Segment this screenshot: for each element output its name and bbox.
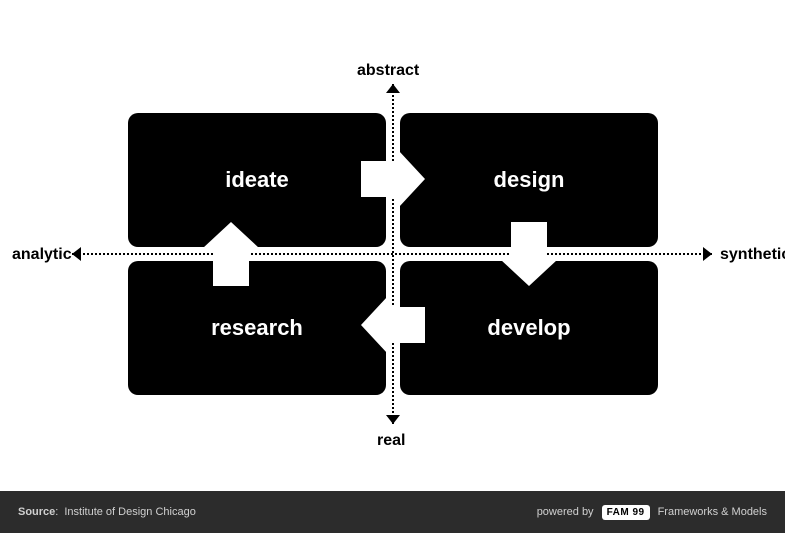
quadrant-label: ideate [225, 167, 289, 193]
axis-label-left: analytic [12, 246, 72, 264]
axis-label-bottom: real [377, 432, 405, 450]
source-value: Institute of Design Chicago [64, 506, 195, 518]
quadrant-label: design [494, 167, 565, 193]
axis-label-right: synthetic [720, 246, 785, 264]
flow-arrow-up-icon [189, 212, 273, 296]
flow-arrow-right-icon [351, 137, 435, 221]
quadrant-label: develop [487, 315, 570, 341]
powered-by: powered by FAM 99 Frameworks & Models [537, 505, 767, 520]
powered-by-label: powered by [537, 506, 594, 518]
quadrant-label: research [211, 315, 303, 341]
axis-arrowhead-icon [386, 415, 400, 424]
diagram-canvas: abstract real analytic synthetic ideate desig… [0, 0, 785, 491]
axis-arrowhead-icon [703, 247, 712, 261]
axis-line [392, 84, 394, 424]
flow-arrow-left-icon [351, 283, 435, 367]
brand-badge: FAM 99 [602, 505, 650, 520]
axis-label-top: abstract [357, 62, 419, 80]
axis-arrowhead-icon [386, 84, 400, 93]
source-attribution: Source: Institute of Design Chicago [18, 506, 196, 518]
flow-arrow-down-icon [487, 212, 571, 296]
brand-text: Frameworks & Models [658, 506, 767, 518]
footer-bar: Source: Institute of Design Chicago powe… [0, 491, 785, 533]
source-label: Source: [18, 506, 58, 518]
axis-arrowhead-icon [72, 247, 81, 261]
